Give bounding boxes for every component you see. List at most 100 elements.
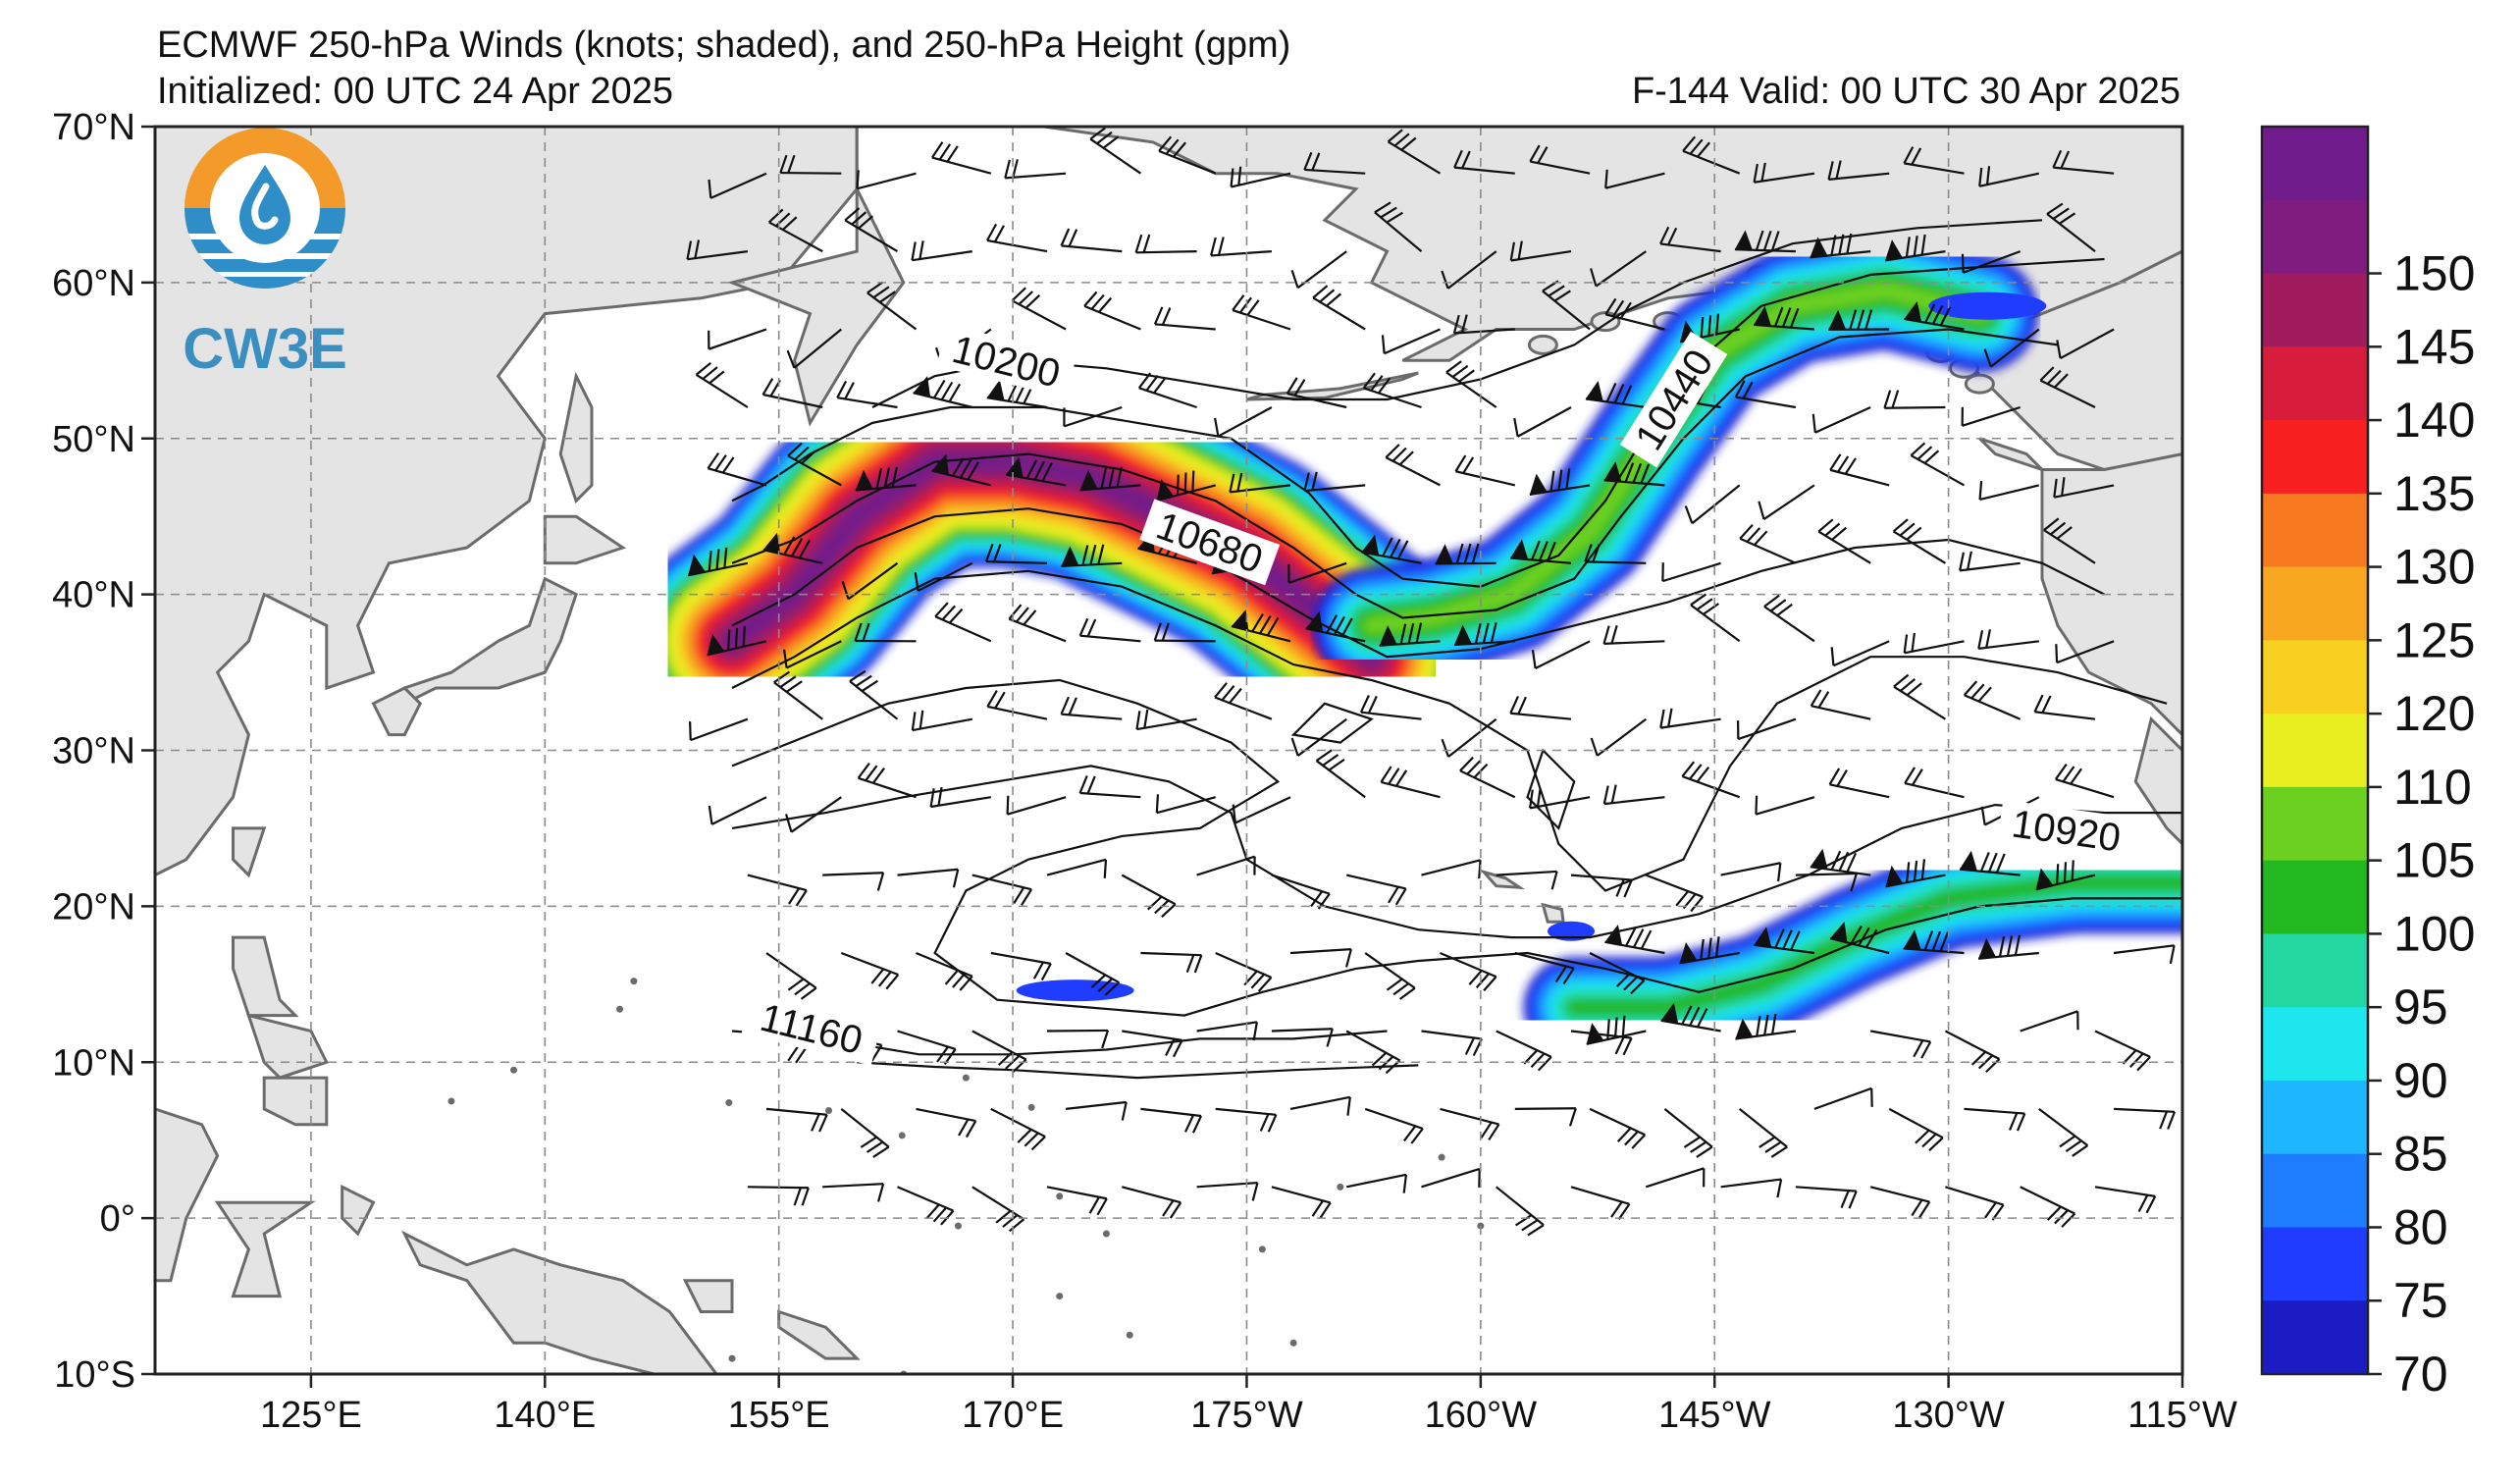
barb-feather (1977, 1054, 1994, 1070)
barb-staff (2094, 1186, 2156, 1197)
barb-feather (1623, 976, 1639, 991)
colorbar-segment (2262, 933, 2368, 1008)
logo-text: CW3E (183, 317, 347, 381)
wind-barb (1496, 870, 1558, 890)
barb-staff (1005, 172, 1067, 180)
wind-barb (1385, 444, 1442, 487)
barb-feather (708, 330, 710, 349)
barb-staff (1944, 1030, 2000, 1061)
wind-blob (1928, 291, 2047, 320)
barb-feather (1864, 309, 1873, 330)
barb-feather (914, 572, 919, 592)
wind-barb (1830, 640, 1890, 667)
barb-feather (1921, 1133, 1937, 1148)
colorbar-segment (2262, 1153, 2368, 1228)
barb-feather (1632, 928, 1645, 948)
barb-staff (897, 1030, 957, 1050)
barb-feather (1398, 986, 1416, 1000)
wind-barb (1134, 234, 1197, 254)
barb-feather (1517, 240, 1523, 260)
barb-staff (1496, 1186, 1545, 1227)
contour-label-bg (1619, 331, 1728, 468)
barb-feather (1464, 1036, 1476, 1056)
wind-barb (1681, 761, 1741, 799)
barb-feather (793, 1187, 802, 1206)
barb-feather (1987, 852, 1998, 873)
wind-barb (836, 380, 898, 409)
barb-staff (971, 1030, 1027, 1061)
barb-feather (2169, 945, 2176, 965)
barb-staff (1869, 1186, 1930, 1203)
wind-barb (1910, 442, 1966, 487)
barb-feather (876, 1183, 885, 1202)
barb-feather (1097, 544, 1105, 565)
barb-feather (1624, 462, 1635, 483)
wind-barb (1060, 696, 1123, 720)
barb-feather (1776, 603, 1793, 616)
colorbar-segment (2262, 714, 2368, 788)
barb-feather (1734, 380, 1746, 398)
barb-feather (1385, 444, 1400, 458)
barb-feather (940, 381, 954, 400)
barb-feather (1153, 306, 1164, 325)
wind-barb (1089, 127, 1142, 175)
barb-feather (1531, 540, 1541, 560)
barb-staff (2113, 944, 2175, 955)
barb-feather (1913, 236, 1918, 257)
wind-barb (1196, 855, 1256, 876)
barb-feather (1388, 768, 1400, 785)
barb-feather (734, 627, 739, 649)
barb-feather (1755, 230, 1764, 251)
x-tick-label: 130°W (1892, 1395, 2005, 1436)
wind-barb (855, 466, 917, 492)
barb-feather (1340, 617, 1353, 637)
barb-feather (1013, 886, 1025, 904)
barb-feather (1565, 468, 1571, 490)
barb-feather (1584, 544, 1593, 562)
barb-feather (1700, 938, 1705, 960)
wind-barb (1046, 1029, 1110, 1049)
barb-feather (2061, 477, 2066, 497)
barb-feather (1509, 241, 1516, 261)
barb-feather (1382, 537, 1393, 557)
barb-flag (913, 376, 931, 397)
wind-barb (1155, 794, 1216, 815)
barb-feather (870, 968, 885, 984)
barb-staff (1589, 1107, 1646, 1137)
barb-staff (1603, 796, 1665, 806)
barb-staff (687, 250, 749, 261)
wind-barb (2114, 1107, 2177, 1130)
barb-feather (2046, 1205, 2062, 1221)
barb-feather (1970, 683, 1985, 700)
barb-flag (707, 633, 725, 656)
barb-feather (1374, 201, 1391, 214)
barb-feather (1703, 603, 1719, 615)
barb-feather (1451, 364, 1469, 378)
barb-feather (1344, 948, 1352, 968)
barb-feather (1290, 269, 1299, 289)
island-dot (1102, 1230, 1110, 1238)
wind-barb (1602, 625, 1665, 645)
barb-feather (1134, 234, 1143, 253)
barb-feather (1388, 886, 1399, 904)
barb-feather (1893, 673, 1910, 688)
barb-feather (1143, 709, 1149, 728)
barb-staff (1691, 484, 1741, 525)
wind-barb (1215, 1107, 1278, 1133)
barb-feather (1328, 758, 1345, 771)
barb-flag (1978, 937, 1996, 959)
barb-feather (708, 179, 712, 198)
barb-feather (1089, 127, 1107, 140)
barb-feather (1911, 147, 1922, 166)
barb-staff (711, 796, 767, 825)
barb-feather (941, 605, 957, 621)
wind-barb (708, 796, 767, 825)
island-dot (954, 1222, 962, 1230)
barb-feather (1970, 1050, 1987, 1066)
barb-feather (933, 379, 946, 399)
barb-feather (1911, 632, 1916, 652)
colorbar-segment (2262, 346, 2368, 421)
wind-barb (1817, 518, 1871, 564)
wind-barb (1361, 534, 1422, 564)
barb-feather (794, 982, 811, 996)
